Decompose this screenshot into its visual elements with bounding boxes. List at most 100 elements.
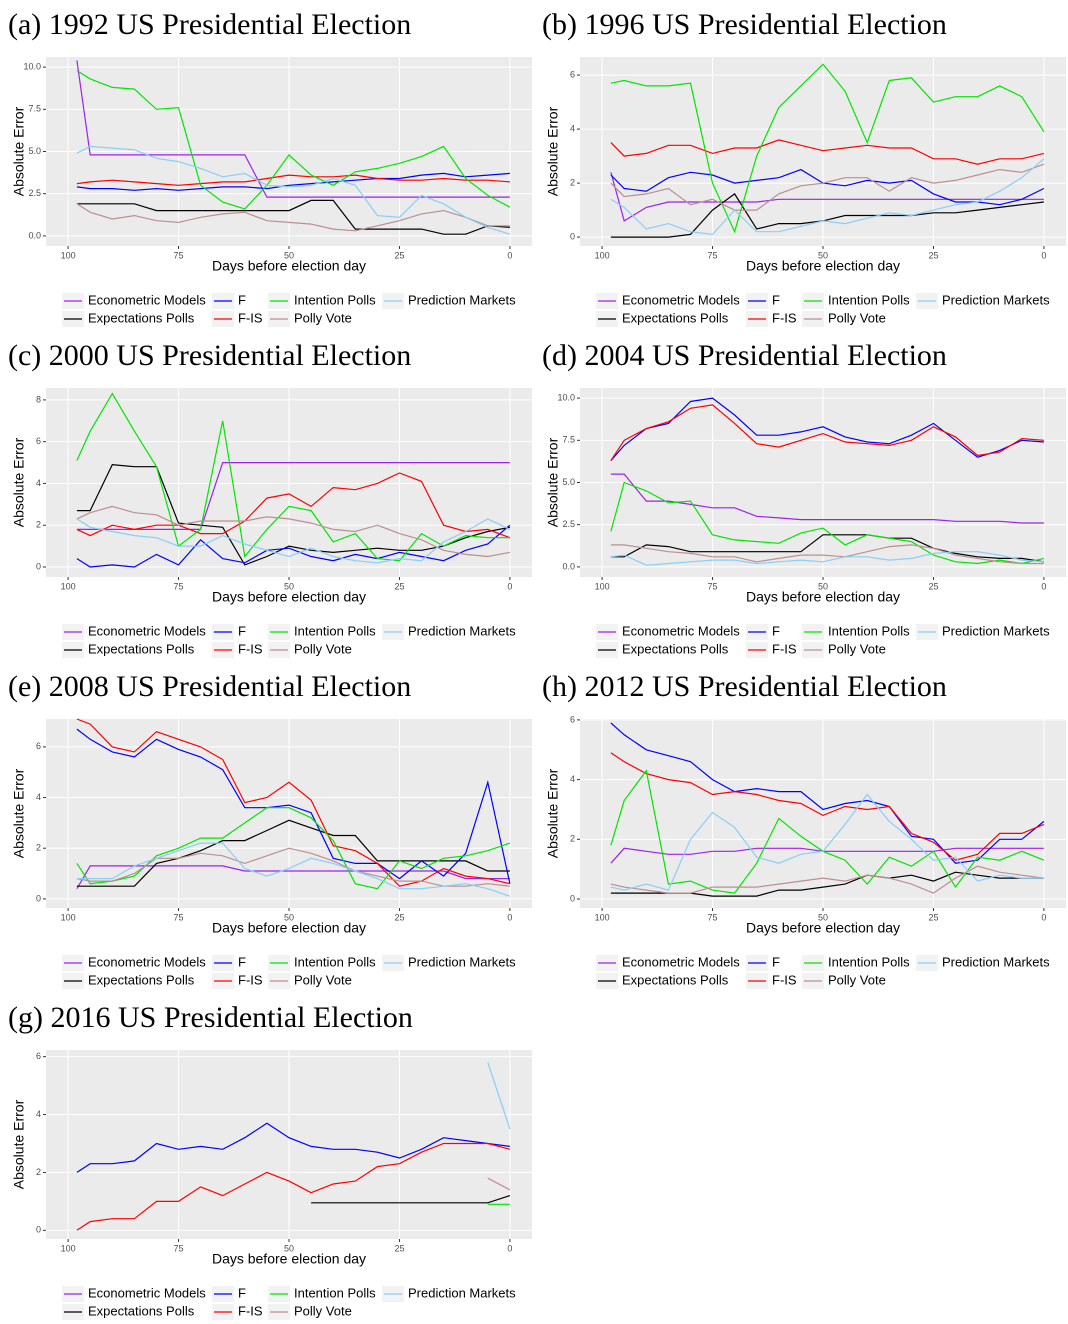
y-tick-label: 0.0 — [562, 561, 575, 571]
series-line — [76, 847, 510, 887]
y-tick-label: 10.0 — [557, 393, 575, 403]
x-tick-label: 75 — [174, 1243, 184, 1253]
legend-label: F — [238, 292, 246, 307]
legend-label: Polly Vote — [294, 972, 352, 987]
legend-label: Intention Polls — [294, 954, 376, 969]
series-line — [76, 819, 510, 887]
y-tick-label: 4 — [570, 774, 575, 784]
x-tick-label: 0 — [1041, 581, 1046, 591]
panel: (c) 2000 US Presidential Election 0 2 4 6 8 10… — [8, 339, 532, 658]
y-tick-label: 2 — [36, 1167, 41, 1177]
x-tick-label: 75 — [174, 250, 184, 260]
x-axis-title: Days before election day — [746, 920, 900, 936]
legend-label: F-IS — [238, 1303, 263, 1318]
panel: (h) 2012 US Presidential Election 0 2 4 6 100… — [542, 670, 1066, 989]
x-tick-label: 100 — [595, 912, 610, 922]
series-line — [76, 60, 510, 198]
series-line — [311, 1195, 511, 1204]
legend-label: Expectations Polls — [88, 1303, 195, 1318]
x-tick-label: 0 — [1041, 912, 1046, 922]
legend-label: F-IS — [238, 972, 263, 987]
legend-label: Expectations Polls — [622, 310, 729, 325]
series-line — [76, 1142, 511, 1231]
legend-label: F — [238, 1285, 246, 1300]
series-line — [487, 1177, 511, 1191]
y-axis-title: Absolute Error — [545, 768, 561, 858]
x-tick-label: 75 — [708, 912, 718, 922]
series-line — [76, 842, 511, 897]
x-tick-label: 100 — [595, 581, 610, 591]
legend-label: Polly Vote — [828, 310, 886, 325]
x-tick-label: 25 — [928, 250, 938, 260]
series-line — [76, 174, 510, 186]
y-axis-title: Absolute Error — [11, 106, 27, 196]
series-line — [610, 404, 1044, 461]
legend-label: Econometric Models — [622, 954, 740, 969]
y-axis-title: Absolute Error — [11, 768, 27, 858]
y-tick-label: 7.5 — [28, 104, 41, 114]
x-tick-label: 75 — [174, 912, 184, 922]
y-tick-label: 2.5 — [562, 519, 575, 529]
panel: (a) 1992 US Presidential Election 0.0 2.5 5… — [8, 8, 532, 327]
y-tick-label: 4 — [36, 792, 41, 802]
legend-label: Econometric Models — [622, 623, 740, 638]
legend-label: F — [772, 954, 780, 969]
series-line — [610, 722, 1045, 864]
y-tick-label: 0 — [570, 893, 575, 903]
series-line — [610, 551, 1044, 566]
legend-label: Expectations Polls — [88, 641, 195, 656]
legend-label: F — [238, 954, 246, 969]
x-tick-label: 75 — [174, 581, 184, 591]
legend-label: Intention Polls — [294, 1285, 376, 1300]
panel: (d) 2004 US Presidential Election 0.0 2.5 5… — [542, 339, 1066, 658]
x-tick-label: 100 — [61, 250, 76, 260]
legend-label: F-IS — [772, 310, 797, 325]
x-tick-label: 100 — [595, 250, 610, 260]
y-tick-label: 6 — [570, 69, 575, 79]
legend-label: Prediction Markets — [942, 954, 1050, 969]
y-tick-label: 2 — [36, 843, 41, 853]
x-tick-label: 0 — [507, 1243, 512, 1253]
y-tick-label: 0 — [36, 893, 41, 903]
x-tick-label: 25 — [928, 581, 938, 591]
x-tick-label: 0 — [507, 581, 512, 591]
x-axis-title: Days before election day — [212, 920, 366, 936]
y-axis-title: Absolute Error — [11, 437, 27, 527]
x-axis-title: Days before election day — [212, 1251, 366, 1267]
legend-label: Econometric Models — [88, 292, 206, 307]
series-line — [610, 534, 1044, 563]
y-axis-title: Absolute Error — [545, 106, 561, 196]
legend-label: F — [772, 623, 780, 638]
x-tick-label: 25 — [394, 581, 404, 591]
legend-label: Prediction Markets — [942, 623, 1050, 638]
y-tick-label: 8 — [36, 394, 41, 404]
x-tick-label: 100 — [61, 581, 76, 591]
x-tick-label: 75 — [708, 581, 718, 591]
x-tick-label: 50 — [284, 250, 294, 260]
y-tick-label: 4 — [570, 123, 575, 133]
panel: (g) 2016 US Presidential Election 0 2 4 6 100… — [8, 1001, 532, 1320]
series-line — [610, 63, 1045, 234]
series-line — [76, 728, 511, 884]
x-tick-label: 100 — [61, 1243, 76, 1253]
y-axis-title: Absolute Error — [11, 1099, 27, 1189]
x-axis-title: Days before election day — [212, 589, 366, 605]
x-tick-label: 50 — [284, 1243, 294, 1253]
legend-label: Expectations Polls — [88, 972, 195, 987]
y-tick-label: 6 — [570, 714, 575, 724]
legend-label: Polly Vote — [828, 972, 886, 987]
legend-label: F-IS — [238, 310, 263, 325]
x-tick-label: 50 — [818, 250, 828, 260]
y-tick-label: 6 — [36, 1051, 41, 1061]
series-line — [76, 69, 511, 210]
y-tick-label: 2 — [570, 177, 575, 187]
y-tick-label: 2 — [36, 520, 41, 530]
legend-label: Expectations Polls — [622, 972, 729, 987]
series-line — [610, 397, 1044, 461]
legend-label: Expectations Polls — [88, 310, 195, 325]
series-line — [76, 172, 510, 191]
y-tick-label: 7.5 — [562, 435, 575, 445]
legend-label: Polly Vote — [294, 1303, 352, 1318]
legend-label: F — [238, 623, 246, 638]
series-line — [76, 807, 511, 890]
